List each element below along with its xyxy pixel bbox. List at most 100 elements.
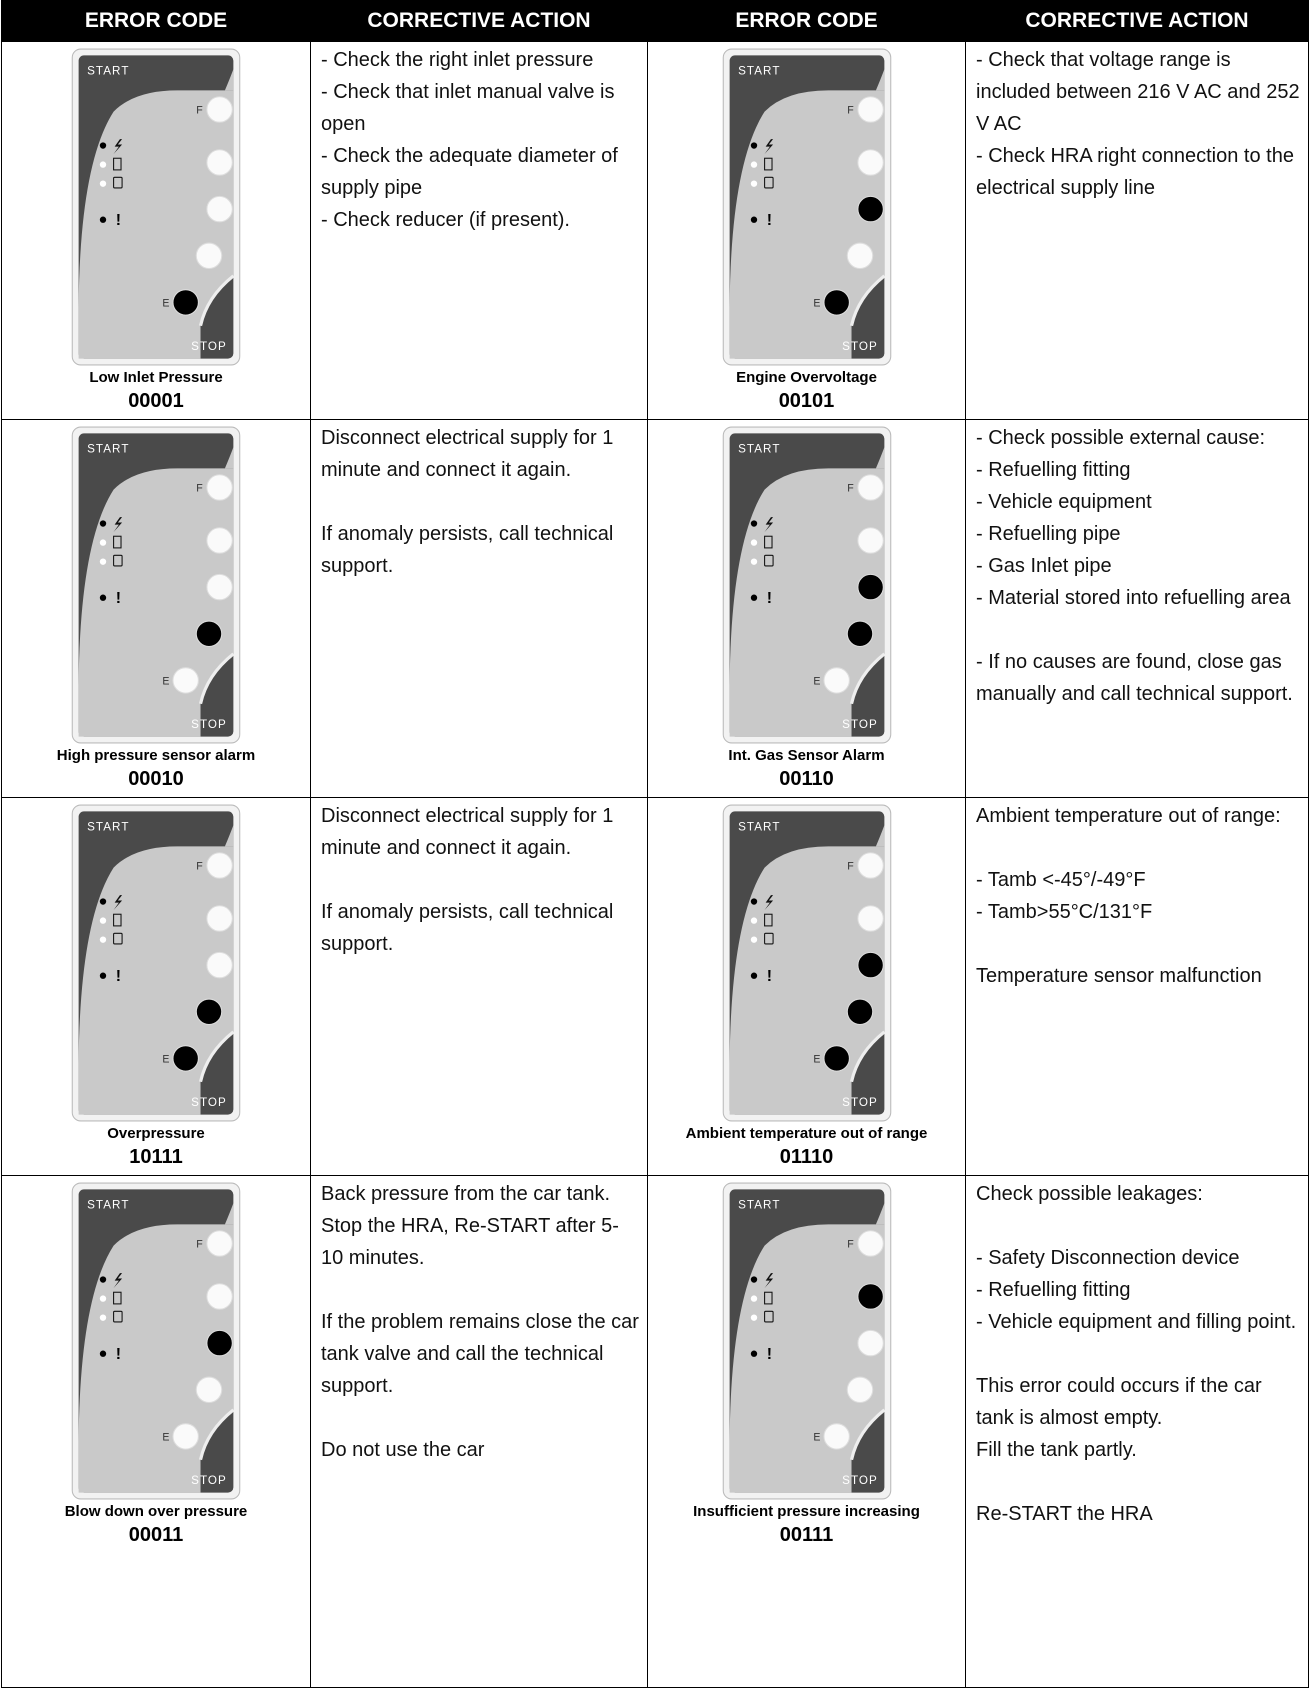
lamp bbox=[846, 1376, 873, 1404]
status-dot bbox=[99, 180, 107, 187]
action-line: Do not use the car bbox=[321, 1439, 485, 1461]
panel-arc bbox=[198, 1030, 235, 1083]
action-line: Disconnect electrical supply for 1 minut… bbox=[321, 805, 614, 859]
lamp bbox=[856, 1283, 884, 1310]
action-paragraph: Disconnect electrical supply for 1 minut… bbox=[321, 422, 639, 486]
action-paragraph: Disconnect electrical supply for 1 minut… bbox=[321, 800, 639, 864]
status-dot bbox=[750, 539, 757, 546]
action-line: - Check HRA right connection to the elec… bbox=[976, 145, 1294, 199]
action-line: - Check the adequate diameter of supply … bbox=[321, 145, 618, 199]
lamp-e: E bbox=[162, 298, 169, 310]
action-line: - Vehicle equipment bbox=[976, 491, 1152, 513]
action-cell: Disconnect electrical supply for 1 minut… bbox=[310, 797, 648, 1176]
indicator-panel: START STOP F E! bbox=[722, 1182, 891, 1500]
action-paragraph: This error could occurs if the car tank … bbox=[976, 1370, 1300, 1466]
error-code-cell: START STOP F E! Int. Gas Sensor Alarm 00110 bbox=[647, 419, 966, 798]
error-code: 00001 bbox=[128, 390, 184, 412]
error-code: 00010 bbox=[128, 768, 184, 790]
action-line: Disconnect electrical supply for 1 minut… bbox=[321, 427, 614, 481]
action-line: If the problem remains close the car tan… bbox=[321, 1311, 639, 1397]
lamp bbox=[172, 667, 199, 694]
action-line: - Safety Disconnection device bbox=[976, 1247, 1240, 1269]
tank-icon bbox=[763, 554, 774, 567]
action-cell: - Check possible external cause: - Refuel… bbox=[965, 419, 1309, 798]
panel-light bbox=[78, 90, 234, 359]
start-label: START bbox=[738, 65, 780, 78]
pump-icon bbox=[113, 1291, 122, 1305]
lamp bbox=[206, 905, 233, 932]
lamp bbox=[822, 1423, 850, 1450]
action-paragraph: - Safety Disconnection device - Refuellin… bbox=[976, 1242, 1300, 1338]
tank-icon bbox=[113, 1310, 123, 1323]
status-dot bbox=[750, 216, 757, 223]
lamp bbox=[846, 998, 873, 1026]
status-dot bbox=[750, 1350, 757, 1357]
tank-icon bbox=[763, 1310, 774, 1323]
error-code-cell: START STOP F E! Blow down over pressure 00011 bbox=[1, 1175, 311, 1688]
lamp bbox=[172, 1045, 199, 1072]
lamp bbox=[856, 951, 884, 979]
action-cell: Disconnect electrical supply for 1 minut… bbox=[310, 419, 648, 798]
lamp bbox=[846, 620, 873, 648]
status-dot bbox=[750, 972, 757, 979]
action-line: This error could occurs if the car tank … bbox=[976, 1375, 1262, 1429]
action-line: - Material stored into refuelling area bbox=[976, 587, 1291, 609]
bolt-icon bbox=[113, 1273, 123, 1288]
action-paragraph: - Tamb <-45°/-49°F - Tamb>55°C/131°F bbox=[976, 864, 1300, 928]
error-name: Int. Gas Sensor Alarm bbox=[728, 747, 885, 764]
lamp-f: F bbox=[847, 105, 854, 117]
panel-curve bbox=[875, 69, 884, 91]
action-line: Temperature sensor malfunction bbox=[976, 965, 1262, 987]
header-cell: ERROR CODE bbox=[647, 0, 966, 42]
lamp-f: F bbox=[196, 1239, 203, 1251]
error-name: High pressure sensor alarm bbox=[56, 747, 256, 764]
header-row: ERROR CODE CORRECTIVE ACTION ERROR CODE … bbox=[1, 0, 1309, 42]
status-dot bbox=[750, 180, 757, 187]
alarm-icon: ! bbox=[766, 212, 771, 229]
indicator-panel: START STOP F E! bbox=[722, 804, 891, 1122]
lamp-f: F bbox=[847, 861, 854, 873]
action-line: - Vehicle equipment and filling point. bbox=[976, 1311, 1297, 1333]
lamp-f: F bbox=[196, 483, 203, 495]
action-line: Fill the tank partly. bbox=[976, 1439, 1137, 1461]
bolt-icon bbox=[113, 895, 123, 910]
lamp-e: E bbox=[162, 1432, 169, 1444]
alarm-icon: ! bbox=[116, 212, 121, 229]
lamp bbox=[856, 1230, 884, 1257]
action-paragraph: Back pressure from the car tank. Stop the… bbox=[321, 1178, 639, 1274]
action-line: Ambient temperature out of range: bbox=[976, 805, 1281, 827]
action-paragraph: - Check possible external cause: - Refuel… bbox=[976, 422, 1300, 614]
table-row: START STOP F E! Blow down over pressure 00011… bbox=[1, 1175, 1309, 1688]
indicator-panel: START STOP F E! bbox=[71, 1182, 241, 1500]
panel-arc bbox=[849, 1030, 885, 1083]
status-dot bbox=[750, 936, 757, 943]
error-code: 00101 bbox=[778, 390, 835, 412]
status-dot bbox=[750, 917, 757, 924]
action-paragraph: Do not use the car bbox=[321, 1434, 639, 1466]
error-code-cell: START STOP F E! High pressure sensor alarm 00… bbox=[1, 419, 311, 798]
alarm-icon: ! bbox=[766, 1346, 771, 1363]
tank-icon bbox=[763, 176, 774, 189]
alarm-icon: ! bbox=[116, 968, 121, 985]
lamp bbox=[172, 289, 199, 316]
indicator-panel: START STOP F E! bbox=[71, 48, 241, 366]
pump-icon bbox=[763, 535, 773, 549]
action-line: - If no causes are found, close gas manu… bbox=[976, 651, 1293, 705]
action-line: - Refuelling fitting bbox=[976, 459, 1131, 481]
lamp bbox=[822, 667, 850, 694]
status-dot bbox=[99, 161, 107, 168]
alarm-icon: ! bbox=[116, 1346, 121, 1363]
action-paragraph: Ambient temperature out of range: bbox=[976, 800, 1300, 832]
lamp-f: F bbox=[196, 861, 203, 873]
lamp bbox=[206, 1230, 233, 1257]
status-dot bbox=[750, 898, 757, 905]
start-label: START bbox=[738, 821, 780, 834]
lamp bbox=[206, 96, 233, 123]
lamp-e: E bbox=[813, 676, 820, 688]
status-dot bbox=[99, 917, 107, 924]
pump-icon bbox=[113, 535, 122, 549]
status-dot bbox=[750, 520, 757, 527]
tank-icon bbox=[113, 554, 123, 567]
indicator-panel: START STOP F E! bbox=[71, 426, 241, 744]
status-dot bbox=[99, 216, 107, 223]
